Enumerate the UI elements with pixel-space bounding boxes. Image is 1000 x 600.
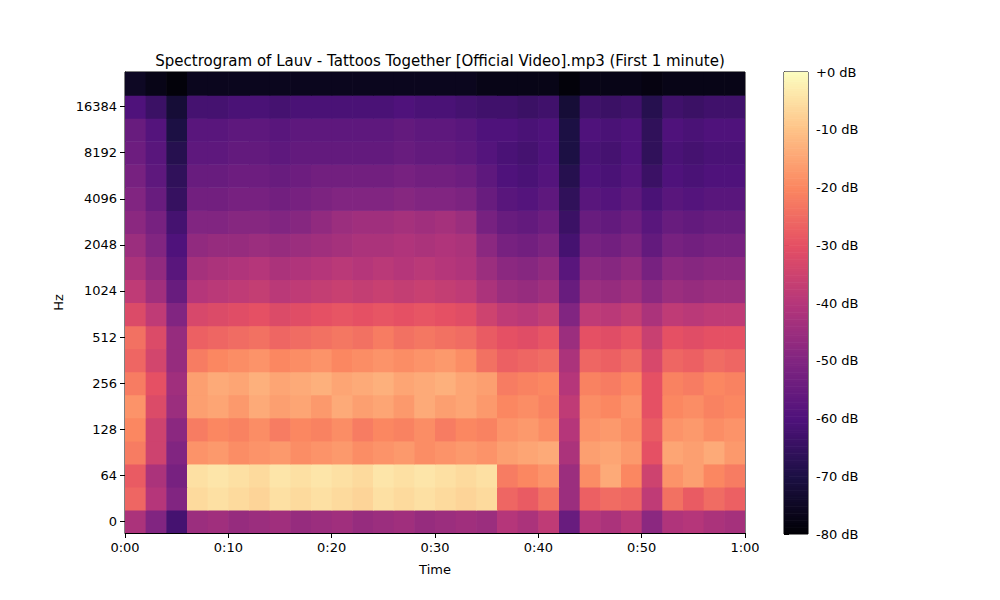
svg-text:Hz: Hz	[51, 294, 66, 311]
svg-text:1:00: 1:00	[730, 540, 759, 555]
svg-text:-40 dB: -40 dB	[816, 296, 859, 311]
svg-text:0:30: 0:30	[420, 540, 449, 555]
svg-text:0:50: 0:50	[627, 540, 656, 555]
svg-text:0:20: 0:20	[317, 540, 346, 555]
svg-text:8192: 8192	[84, 145, 117, 160]
svg-text:0:00: 0:00	[110, 540, 139, 555]
svg-text:512: 512	[92, 330, 117, 345]
svg-text:2048: 2048	[84, 237, 117, 252]
svg-text:0:40: 0:40	[524, 540, 553, 555]
svg-text:1024: 1024	[84, 283, 117, 298]
svg-text:64: 64	[100, 468, 117, 483]
svg-text:-70 dB: -70 dB	[816, 469, 859, 484]
svg-text:-10 dB: -10 dB	[816, 122, 859, 137]
svg-text:Time: Time	[418, 562, 451, 577]
svg-text:-60 dB: -60 dB	[816, 411, 859, 426]
svg-text:256: 256	[92, 376, 117, 391]
svg-text:Spectrogram of Lauv - Tattoos: Spectrogram of Lauv - Tattoos Together […	[155, 52, 725, 70]
svg-text:0: 0	[109, 514, 117, 529]
svg-text:+0 dB: +0 dB	[816, 65, 856, 80]
svg-text:-20 dB: -20 dB	[816, 180, 859, 195]
svg-text:0:10: 0:10	[214, 540, 243, 555]
svg-text:4096: 4096	[84, 191, 117, 206]
svg-text:-50 dB: -50 dB	[816, 353, 859, 368]
svg-text:-80 dB: -80 dB	[816, 527, 859, 542]
svg-text:16384: 16384	[76, 99, 117, 114]
svg-text:128: 128	[92, 422, 117, 437]
svg-text:-30 dB: -30 dB	[816, 238, 859, 253]
